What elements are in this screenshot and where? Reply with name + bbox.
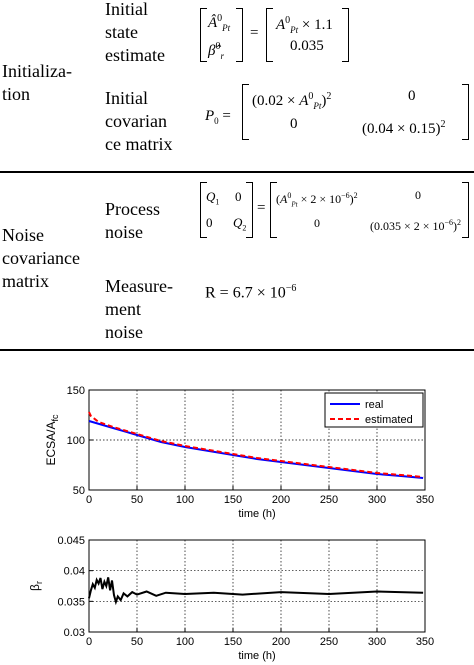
bracket-right xyxy=(342,8,349,62)
state-a-hat: Â0Pt xyxy=(208,13,231,33)
cov-m21: 0 xyxy=(290,116,298,132)
bracket-left xyxy=(266,8,273,62)
legend-box xyxy=(324,392,424,428)
x-axis-label: time (h) xyxy=(238,508,275,520)
cov-m12: 0 xyxy=(408,88,416,104)
bracket-left xyxy=(200,182,207,238)
row-label-process-noise: Process noise xyxy=(105,199,160,242)
process-r12: 0 xyxy=(415,188,421,202)
x-tick-label: 300 xyxy=(368,494,386,506)
x-tick-label: 150 xyxy=(224,636,242,648)
state-rhs-a: A0Pt × 1.1 xyxy=(276,15,333,35)
bracket-left xyxy=(270,182,277,238)
x-tick-label: 50 xyxy=(131,494,143,506)
cov-p0: P0 = xyxy=(205,108,231,126)
y-axis-label: ECSA/Afc xyxy=(44,414,60,466)
x-axis-label: time (h) xyxy=(238,650,275,662)
x-tick-label: 350 xyxy=(416,636,434,648)
x-tick-label: 250 xyxy=(320,636,338,648)
state-rhs-beta: 0.035 xyxy=(290,38,324,54)
bracket-right xyxy=(246,182,253,238)
table-rule-bottom xyxy=(0,349,474,351)
state-beta-hat: β̂0r xyxy=(208,41,224,61)
y-tick-label: 0.03 xyxy=(64,627,85,639)
x-tick-label: 300 xyxy=(368,636,386,648)
row-label-measurement-noise: Measure- ment noise xyxy=(105,276,173,342)
table-rule-middle xyxy=(0,171,474,173)
equals-sign: = xyxy=(250,25,259,41)
row-label-initial-covariance: Initial covarian ce matrix xyxy=(105,88,173,154)
y-tick-label: 100 xyxy=(67,435,85,447)
x-tick-label: 200 xyxy=(272,494,290,506)
y-tick-label: 150 xyxy=(67,385,85,397)
y-tick-label: 0.035 xyxy=(57,596,85,608)
q2: Q2 xyxy=(233,215,247,233)
group-label-noise-covariance: Noise covariance matrix xyxy=(2,225,80,291)
x-tick-label: 0 xyxy=(86,494,92,506)
x-tick-label: 100 xyxy=(176,494,194,506)
process-r11: (A0Pt × 2 × 10−6)2 xyxy=(276,191,358,209)
cov-m11: (0.02 × A0Pt)2 xyxy=(252,91,332,111)
x-tick-label: 100 xyxy=(176,636,194,648)
x-tick-label: 50 xyxy=(131,636,143,648)
x-tick-label: 0 xyxy=(86,636,92,648)
y-tick-label: 0.04 xyxy=(64,566,85,578)
q-zero-21: 0 xyxy=(206,215,213,230)
legend-label: real xyxy=(365,399,383,411)
y-tick-label: 50 xyxy=(73,485,85,497)
y-axis-label: βr xyxy=(28,581,44,591)
row-label-initial-state: Initial state estimate xyxy=(105,0,165,65)
q1: Q1 xyxy=(206,189,220,207)
bracket-right xyxy=(462,182,469,238)
group-label-initialization: Initializa- tion xyxy=(2,61,72,104)
x-tick-label: 200 xyxy=(272,636,290,648)
x-tick-label: 350 xyxy=(416,494,434,506)
process-r22: (0.035 × 2 × 10−6)2 xyxy=(370,218,462,233)
equals-sign: = xyxy=(257,200,266,216)
plot-area xyxy=(88,539,426,633)
process-r21: 0 xyxy=(314,216,320,230)
y-tick-label: 0.045 xyxy=(57,535,85,547)
x-tick-label: 250 xyxy=(320,494,338,506)
series-line-estimated xyxy=(88,411,424,478)
series-line xyxy=(88,577,424,606)
cov-m22: (0.04 × 0.15)2 xyxy=(362,119,446,137)
bracket-right xyxy=(236,8,243,62)
bracket-left xyxy=(242,84,249,140)
equation-measurement-noise: R = 6.7 × 10−6 xyxy=(205,283,297,302)
q-zero-12: 0 xyxy=(235,189,242,204)
legend-label: estimated xyxy=(365,414,413,426)
bracket-right xyxy=(462,84,469,140)
beta-chart: 0 50 100 150 200 250 300 350 0.03 0.035 0.04 0.045 t… xyxy=(28,535,434,662)
bracket-left xyxy=(200,8,207,62)
x-tick-label: 150 xyxy=(224,494,242,506)
